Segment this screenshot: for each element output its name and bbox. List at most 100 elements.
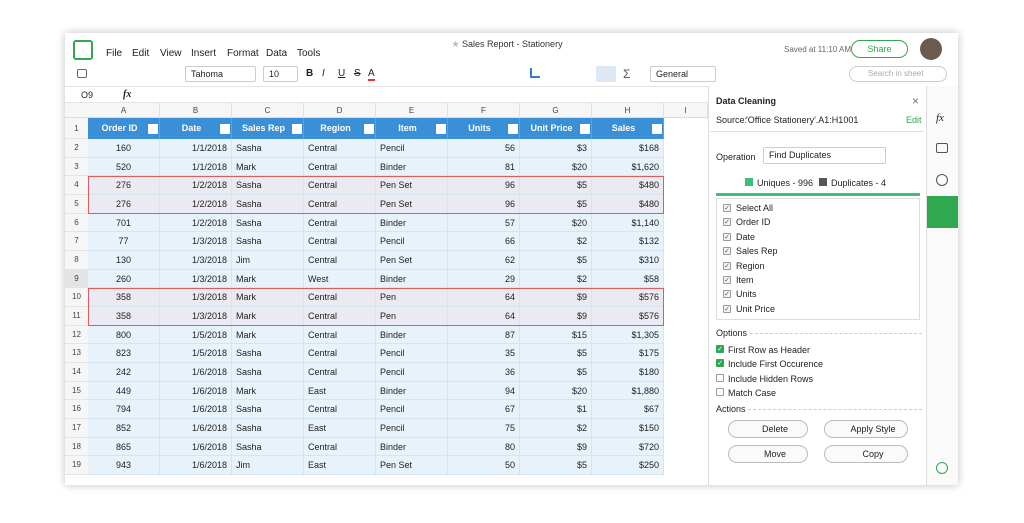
action-button[interactable]: Apply Style xyxy=(824,420,908,438)
style-button[interactable]: U xyxy=(338,68,345,79)
table-cell: Binder xyxy=(376,214,448,233)
duplicate-highlight xyxy=(88,288,664,325)
table-cell: 242 xyxy=(88,363,160,382)
table-cell: Jim xyxy=(232,456,304,475)
row-header: 11 xyxy=(65,307,88,326)
table-cell: Central xyxy=(304,438,376,457)
table-cell: 1/3/2018 xyxy=(160,232,232,251)
filter-button[interactable] xyxy=(292,124,302,134)
doc-title[interactable]: ★ Sales Report - Stationery xyxy=(440,39,574,50)
checkbox[interactable] xyxy=(716,388,724,396)
style-button[interactable]: I xyxy=(322,68,325,79)
filter-button[interactable] xyxy=(148,124,158,134)
menu-item[interactable]: Insert xyxy=(191,48,216,59)
help-icon[interactable] xyxy=(936,462,948,474)
share-button[interactable]: Share xyxy=(851,40,908,58)
column-option[interactable]: ✓Select All xyxy=(723,203,773,213)
table-cell: Pencil xyxy=(376,363,448,382)
style-button[interactable]: B xyxy=(306,68,313,79)
row-header: 19 xyxy=(65,456,88,475)
row-header: 16 xyxy=(65,400,88,419)
menu-item[interactable]: Tools xyxy=(297,48,320,59)
checkbox[interactable]: ✓ xyxy=(723,247,731,255)
column-option[interactable]: ✓Sales xyxy=(723,318,759,320)
checkbox[interactable]: ✓ xyxy=(723,305,731,313)
menu-item[interactable]: Edit xyxy=(132,48,149,59)
checkbox[interactable]: ✓ xyxy=(723,233,731,241)
table-cell: $67 xyxy=(592,400,664,419)
action-button[interactable]: Move xyxy=(728,445,808,463)
app-logo[interactable] xyxy=(73,40,93,60)
chart-icon[interactable] xyxy=(530,68,540,78)
table-cell: $2 xyxy=(520,232,592,251)
table-cell: Central xyxy=(304,139,376,158)
checkbox[interactable]: ✓ xyxy=(723,319,731,320)
table-cell: $250 xyxy=(592,456,664,475)
filter-button[interactable] xyxy=(508,124,518,134)
filter-button[interactable] xyxy=(436,124,446,134)
data-cleaning-tab[interactable] xyxy=(927,196,958,228)
checkbox[interactable]: ✓ xyxy=(723,218,731,226)
action-button[interactable]: Delete xyxy=(728,420,808,438)
row-header: 10 xyxy=(65,288,88,307)
table-cell: Sasha xyxy=(232,232,304,251)
avatar[interactable] xyxy=(920,38,942,60)
table-cell: 36 xyxy=(448,363,520,382)
column-option[interactable]: ✓Sales Rep xyxy=(723,246,778,256)
checkbox[interactable]: ✓ xyxy=(723,290,731,298)
checkbox[interactable]: ✓ xyxy=(723,262,731,270)
menu-item[interactable]: Format xyxy=(227,48,259,59)
column-option[interactable]: ✓Date xyxy=(723,232,755,242)
checkbox[interactable]: ✓ xyxy=(716,345,724,353)
menu-item[interactable]: Data xyxy=(266,48,287,59)
checkbox[interactable]: ✓ xyxy=(723,276,731,284)
filter-button[interactable] xyxy=(220,124,230,134)
action-button[interactable]: Copy xyxy=(824,445,908,463)
sum-button[interactable]: Σ xyxy=(623,67,630,81)
filter-button[interactable] xyxy=(580,124,590,134)
checkbox[interactable]: ✓ xyxy=(723,204,731,212)
doc-title-text: Sales Report - Stationery xyxy=(462,39,563,49)
checkbox[interactable]: ✓ xyxy=(716,359,724,367)
column-option[interactable]: ✓Order ID xyxy=(723,217,771,227)
column-option[interactable]: ✓Region xyxy=(723,261,765,271)
table-cell: 1/1/2018 xyxy=(160,139,232,158)
options-label: Options xyxy=(716,328,747,338)
table-cell: $2 xyxy=(520,419,592,438)
checkbox[interactable] xyxy=(716,374,724,382)
filter-button[interactable] xyxy=(652,124,662,134)
row-header: 6 xyxy=(65,214,88,233)
column-option[interactable]: ✓Item xyxy=(723,275,754,285)
column-option[interactable]: ✓ Units xyxy=(723,289,757,299)
size-dropdown[interactable]: 10 xyxy=(263,66,298,82)
collab-icon[interactable] xyxy=(936,174,948,186)
table-cell: Pencil xyxy=(376,139,448,158)
style-button[interactable]: S xyxy=(354,68,361,79)
font-dropdown[interactable]: Tahoma xyxy=(185,66,256,82)
row-header: 12 xyxy=(65,326,88,345)
table-cell: 1/3/2018 xyxy=(160,251,232,270)
close-button[interactable]: × xyxy=(912,94,919,108)
style-button[interactable]: A xyxy=(368,68,375,81)
source-label: Source: xyxy=(716,115,747,125)
uniques-swatch xyxy=(745,178,753,186)
table-cell: 701 xyxy=(88,214,160,233)
print-icon[interactable] xyxy=(77,69,87,78)
side-fx[interactable]: fx xyxy=(936,112,944,124)
table-cell: 1/6/2018 xyxy=(160,363,232,382)
column-option[interactable]: ✓ Unit Price xyxy=(723,304,775,314)
filter-icon[interactable] xyxy=(596,66,616,82)
filter-button[interactable] xyxy=(364,124,374,134)
search-box[interactable]: Search in sheet xyxy=(849,66,947,82)
comment-icon[interactable] xyxy=(936,143,948,153)
column-label: Units xyxy=(736,289,757,299)
format-dropdown[interactable]: General xyxy=(650,66,716,82)
ratio-bar xyxy=(716,193,920,196)
menu-item[interactable]: File xyxy=(106,48,122,59)
column-label: Unit Price xyxy=(736,304,775,314)
menu-item[interactable]: View xyxy=(160,48,182,59)
table-cell: 1/2/2018 xyxy=(160,214,232,233)
edit-link[interactable]: Edit xyxy=(906,115,922,125)
cell-ref[interactable]: O9 xyxy=(81,90,93,100)
operation-dropdown[interactable]: Find Duplicates xyxy=(763,147,886,164)
